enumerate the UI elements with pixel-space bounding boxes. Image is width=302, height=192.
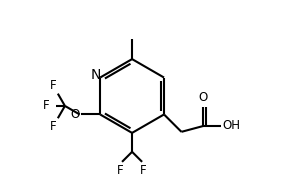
Text: O: O	[199, 91, 208, 104]
Text: OH: OH	[222, 119, 240, 132]
Text: F: F	[50, 79, 57, 92]
Text: N: N	[91, 68, 101, 82]
Text: F: F	[117, 164, 124, 177]
Text: O: O	[70, 108, 80, 121]
Text: F: F	[50, 120, 57, 133]
Text: F: F	[140, 164, 147, 177]
Text: F: F	[43, 99, 49, 113]
